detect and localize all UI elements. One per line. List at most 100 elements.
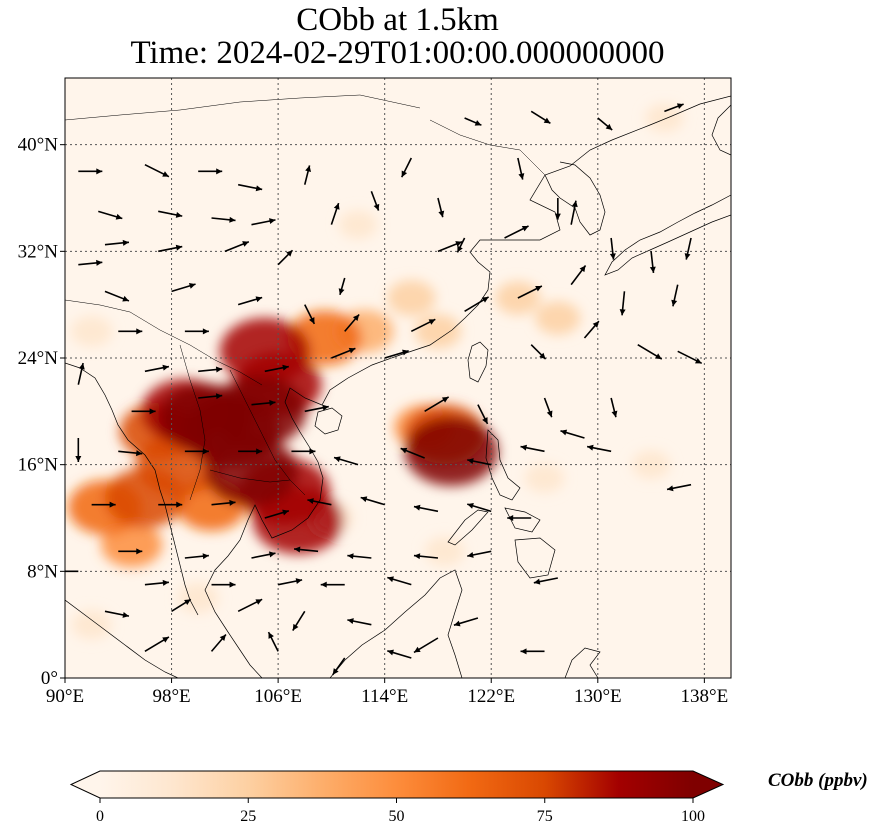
wind-arrow bbox=[171, 282, 196, 293]
wind-arrow-head bbox=[75, 456, 82, 462]
wind-arrow-head bbox=[333, 203, 340, 210]
wind-arrow-head bbox=[400, 447, 408, 454]
wind-arrow bbox=[437, 240, 463, 253]
coastline-japan bbox=[604, 194, 731, 276]
lon-tick-label: 122°E bbox=[467, 686, 515, 707]
colorbar-bar bbox=[69, 770, 725, 799]
wind-arrow bbox=[370, 191, 380, 211]
wind-arrow-head bbox=[457, 245, 463, 253]
wind-arrow bbox=[198, 393, 223, 400]
wind-arrow-head bbox=[309, 448, 316, 455]
plot-frame bbox=[64, 77, 732, 679]
colorbar-tick-label: 50 bbox=[389, 808, 405, 825]
wind-arrow bbox=[387, 576, 412, 586]
wind-arrow-head bbox=[438, 210, 445, 218]
wind-arrow bbox=[304, 404, 329, 413]
wind-arrow-head bbox=[162, 364, 169, 371]
wind-arrow bbox=[211, 499, 236, 506]
wind-arrow bbox=[570, 200, 578, 225]
wind-arrow bbox=[583, 320, 600, 339]
wind-arrow-head bbox=[149, 408, 156, 415]
wind-arrow bbox=[65, 570, 79, 573]
wind-arrow bbox=[347, 553, 372, 560]
wind-arrow-head bbox=[295, 578, 303, 584]
wind-arrow bbox=[338, 277, 346, 296]
lat-tick-label: 32°N bbox=[18, 241, 59, 262]
wind-arrow-head bbox=[136, 450, 143, 457]
wind-arrow bbox=[333, 456, 359, 466]
wind-arrow bbox=[144, 636, 170, 653]
wind-arrow-head bbox=[579, 265, 586, 273]
map-background bbox=[65, 78, 731, 678]
wind-arrow bbox=[464, 117, 482, 126]
wind-arrow-head bbox=[215, 366, 223, 373]
coastline-layer bbox=[65, 94, 731, 678]
wind-arrow bbox=[507, 515, 532, 521]
wind-arrow bbox=[619, 291, 626, 316]
wind-arrow-head bbox=[122, 239, 129, 246]
wind-arrow-head bbox=[667, 485, 674, 492]
wind-arrow-head bbox=[507, 515, 514, 521]
wind-arrow bbox=[520, 444, 545, 453]
wind-arrow-head bbox=[533, 578, 541, 585]
lat-tick-label: 0° bbox=[41, 668, 58, 689]
wind-arrow bbox=[98, 210, 123, 220]
wind-arrow-head bbox=[676, 103, 684, 110]
wind-arrow bbox=[554, 198, 561, 220]
wind-arrow-head bbox=[269, 551, 276, 558]
coastline-sulawesi bbox=[564, 647, 601, 678]
cobb-plume bbox=[404, 416, 498, 486]
wind-arrow-head bbox=[78, 363, 85, 370]
wind-arrow bbox=[413, 504, 439, 513]
wind-arrow bbox=[637, 343, 663, 360]
wind-arrow bbox=[171, 598, 192, 613]
wind-arrow bbox=[570, 264, 587, 286]
wind-arrow-head bbox=[136, 328, 143, 335]
wind-arrow-head bbox=[332, 668, 339, 675]
wind-arrow bbox=[609, 237, 616, 260]
wind-arrow-head bbox=[387, 649, 394, 656]
wind-arrow-head bbox=[352, 314, 360, 322]
wind-arrow-head bbox=[96, 168, 103, 175]
wind-arrow bbox=[158, 244, 183, 253]
cobb-plume bbox=[70, 315, 113, 347]
wind-arrow-head bbox=[539, 352, 546, 360]
coastline-mainland bbox=[204, 95, 731, 678]
wind-arrow bbox=[456, 237, 466, 253]
wind-arrow-head bbox=[308, 317, 315, 324]
wind-arrow-head bbox=[467, 502, 474, 509]
wind-arrow bbox=[292, 610, 306, 631]
wind-arrow-head bbox=[467, 552, 474, 558]
wind-arrow bbox=[649, 251, 656, 274]
wind-arrow bbox=[77, 362, 85, 385]
wind-arrow bbox=[387, 649, 412, 659]
lon-tick-label: 90°E bbox=[46, 686, 84, 707]
wind-arrow-head bbox=[441, 396, 449, 403]
wind-arrow bbox=[210, 634, 227, 652]
wind-arrow bbox=[277, 249, 294, 266]
wind-arrow-head bbox=[609, 253, 616, 260]
wind-arrow bbox=[91, 501, 116, 508]
wind-arrow bbox=[211, 581, 236, 588]
lon-tick-label: 98°E bbox=[152, 686, 190, 707]
colorbar-tick-label: 100 bbox=[681, 808, 705, 825]
wind-arrow-head bbox=[546, 410, 553, 418]
lat-tick-label: 24°N bbox=[18, 348, 59, 369]
wind-arrow bbox=[184, 448, 209, 455]
lon-tick-label: 138°E bbox=[681, 686, 729, 707]
wind-arrow-head bbox=[320, 581, 327, 588]
wind-arrow bbox=[144, 364, 170, 373]
cobb-plume bbox=[177, 582, 219, 614]
lon-tick-label: 130°E bbox=[574, 686, 622, 707]
wind-arrow-head bbox=[387, 576, 394, 583]
wind-arrow bbox=[75, 438, 82, 462]
wind-arrow-head bbox=[695, 357, 702, 364]
wind-arrow bbox=[530, 110, 551, 125]
wind-arrow bbox=[158, 210, 183, 218]
wind-arrow-head bbox=[202, 553, 209, 560]
wind-arrow-head bbox=[535, 286, 542, 292]
wind-arrow-head bbox=[413, 504, 421, 511]
lon-tick-label: 106°E bbox=[254, 686, 302, 707]
cobb-plume bbox=[219, 318, 310, 385]
